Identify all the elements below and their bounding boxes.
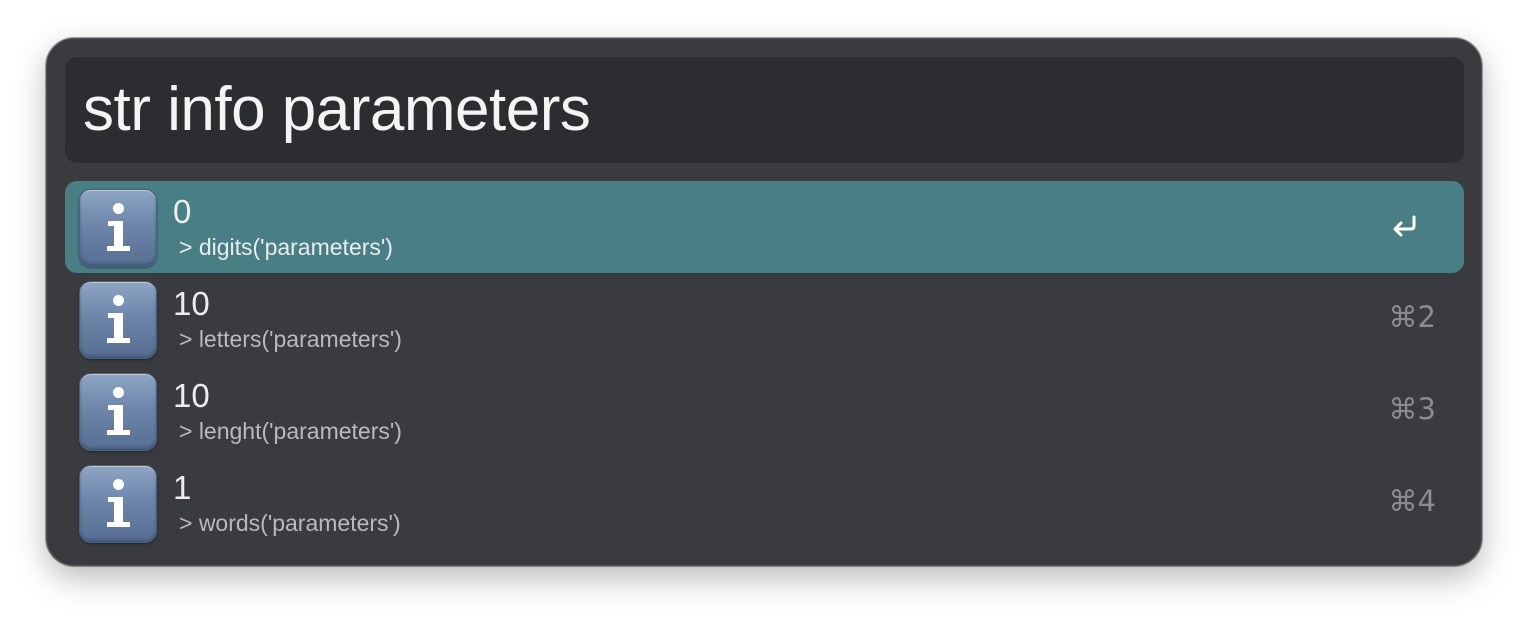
result-title: 10 xyxy=(173,285,210,322)
result-item-2[interactable]: 10 > letters('parameters') ⌘2 xyxy=(65,273,1464,365)
shortcut-label: ⌘4 xyxy=(1388,484,1436,518)
result-subtitle: > lenght('parameters') xyxy=(179,418,402,444)
result-item-4[interactable]: 1 > words('parameters') ⌘4 xyxy=(65,457,1464,549)
result-title: 1 xyxy=(173,469,192,506)
info-icon xyxy=(79,465,157,543)
info-icon xyxy=(79,189,157,267)
return-key-icon xyxy=(1393,215,1416,237)
result-subtitle: > words('parameters') xyxy=(179,510,401,536)
result-subtitle: > digits('parameters') xyxy=(179,234,393,260)
result-title: 0 xyxy=(173,193,192,230)
results-list: 0 > digits('parameters') 10 > letters('p… xyxy=(65,181,1464,549)
result-title: 10 xyxy=(173,377,210,414)
info-icon xyxy=(79,373,157,451)
shortcut-label: ⌘2 xyxy=(1388,300,1436,334)
search-query[interactable]: str info parameters xyxy=(83,75,591,144)
shortcut-label: ⌘3 xyxy=(1388,392,1436,426)
search-field[interactable]: str info parameters xyxy=(65,57,1464,163)
result-subtitle: > letters('parameters') xyxy=(179,326,402,352)
result-item-3[interactable]: 10 > lenght('parameters') ⌘3 xyxy=(65,365,1464,457)
launcher-window: str info parameters 0 > digits('paramete… xyxy=(46,38,1482,566)
info-icon xyxy=(79,281,157,359)
result-item-1[interactable]: 0 > digits('parameters') xyxy=(65,181,1464,273)
